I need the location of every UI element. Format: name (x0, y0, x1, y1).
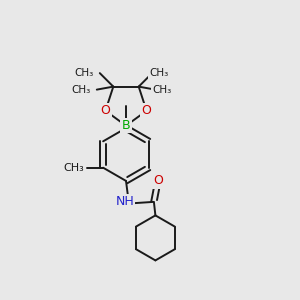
Text: CH₃: CH₃ (71, 85, 90, 94)
Text: NH: NH (116, 195, 134, 208)
Text: B: B (122, 119, 130, 132)
Text: O: O (100, 104, 110, 117)
Text: CH₃: CH₃ (152, 85, 171, 94)
Text: CH₃: CH₃ (149, 68, 168, 78)
Text: O: O (154, 174, 163, 188)
Text: CH₃: CH₃ (74, 68, 93, 78)
Text: O: O (142, 104, 152, 117)
Text: CH₃: CH₃ (64, 163, 84, 173)
